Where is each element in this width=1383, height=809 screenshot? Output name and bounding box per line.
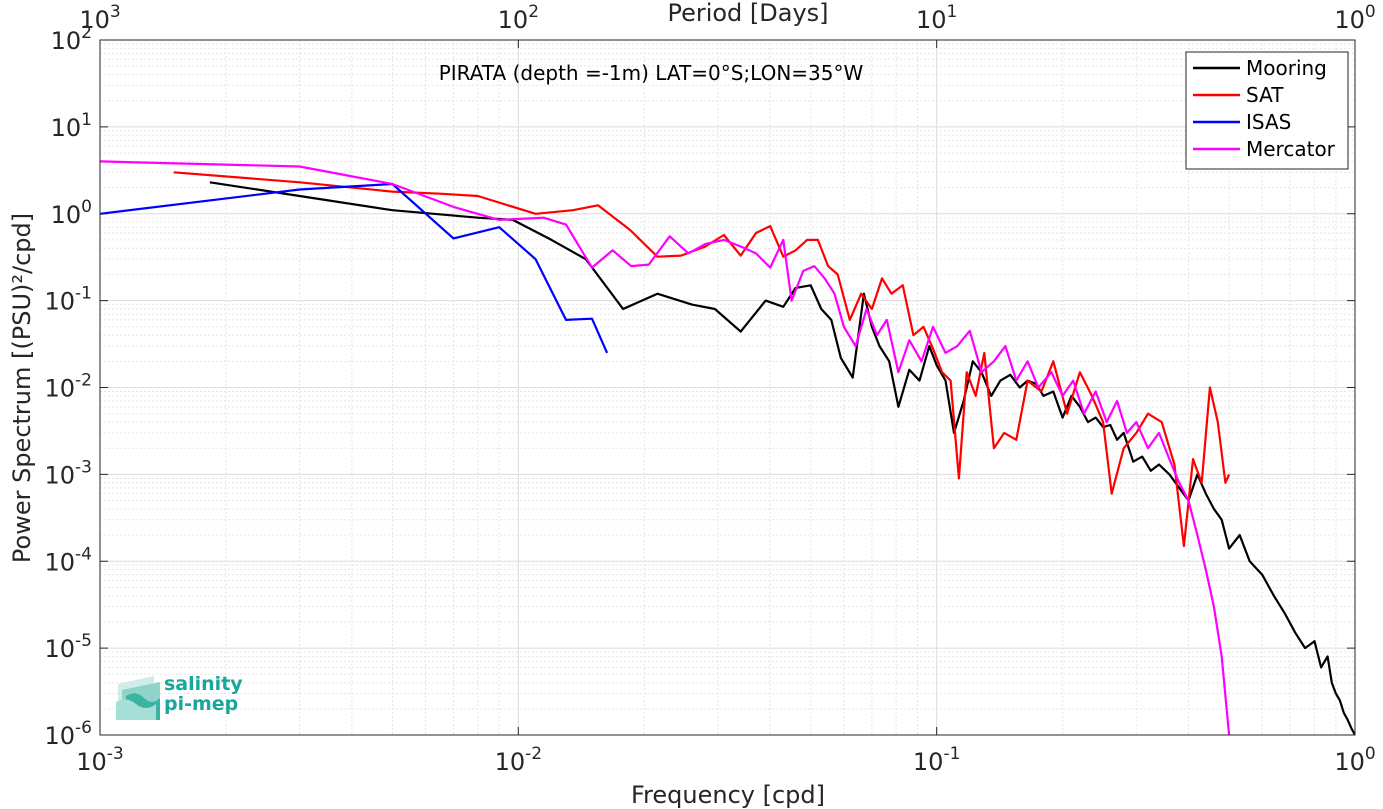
y-tick-label: 10-2	[45, 371, 93, 403]
y-tick-label: 102	[51, 23, 92, 55]
legend-label-isas: ISAS	[1246, 110, 1291, 134]
x2-tick-label-base: 10	[1334, 6, 1365, 34]
y-tick-label-exp: 0	[81, 197, 92, 217]
x2-tick-label-exp: 0	[1365, 2, 1376, 22]
legend: Mooring SAT ISAS Mercator	[1185, 51, 1349, 170]
legend-label-mooring: Mooring	[1246, 56, 1327, 80]
y-tick-label-exp: 2	[81, 23, 92, 43]
y-tick-label-base: 10	[45, 288, 76, 316]
legend-label-mercator: Mercator	[1246, 137, 1336, 161]
x-tick-label-exp: -2	[525, 744, 542, 764]
y-tick-label-exp: -5	[75, 631, 92, 651]
series-line-isas	[100, 182, 609, 354]
x2-tick-label: 102	[498, 2, 539, 34]
series-lines	[100, 160, 1355, 735]
x2-tick-label-base: 10	[916, 6, 947, 34]
x2-tick-label-exp: 3	[110, 2, 121, 22]
y-tick-label-exp: -4	[75, 544, 92, 564]
x-tick-label-base: 10	[495, 748, 526, 776]
x2-tick-label-exp: 1	[947, 2, 958, 22]
x2-tick-label-base: 10	[79, 6, 110, 34]
y-tick-label-base: 10	[51, 201, 82, 229]
x-tick-label: 10-1	[913, 744, 961, 776]
legend-label-sat: SAT	[1246, 83, 1284, 107]
series-line-sat	[173, 171, 1231, 548]
x2-axis-label: Period [Days]	[667, 0, 828, 27]
y-tick-label: 10-3	[45, 457, 93, 489]
y-tick-label-base: 10	[45, 375, 76, 403]
y-tick-label-base: 10	[45, 722, 76, 750]
grid	[99, 40, 1355, 736]
x-tick-label: 100	[1334, 744, 1375, 776]
x2-tick-label: 103	[79, 2, 120, 34]
y-tick-label-exp: 1	[81, 110, 92, 130]
x-tick-label-base: 10	[1334, 748, 1365, 776]
y-tick-label-exp: -1	[75, 284, 92, 304]
x-axis-label: Frequency [cpd]	[631, 781, 825, 809]
y-tick-label: 101	[51, 110, 92, 142]
y-tick-label: 100	[51, 197, 92, 229]
y-tick-label: 10-4	[45, 544, 93, 576]
x-tick-label: 10-3	[76, 744, 124, 776]
y-tick-label-exp: -3	[75, 457, 92, 477]
x-tick-label-exp: -3	[107, 744, 124, 764]
logo-line1: salinity	[164, 673, 243, 695]
y-tick-label-exp: -6	[75, 718, 92, 738]
x-tick-label-base: 10	[76, 748, 107, 776]
y-tick-label-base: 10	[51, 114, 82, 142]
salinity-pi-mep-logo: salinity pi-mep	[116, 672, 256, 722]
logo-waves-icon	[116, 676, 160, 720]
y-tick-label-base: 10	[51, 27, 82, 55]
logo-text: salinity pi-mep	[164, 674, 243, 714]
x-tick-label-base: 10	[913, 748, 944, 776]
x2-tick-label: 101	[916, 2, 957, 34]
logo-line2: pi-mep	[164, 693, 239, 715]
chart-title: PIRATA (depth =-1m) LAT=0°S;LON=35°W	[439, 61, 864, 85]
x-tick-label: 10-2	[495, 744, 543, 776]
y-tick-label-base: 10	[45, 635, 76, 663]
x-tick-label-exp: 0	[1365, 744, 1376, 764]
y-tick-label-base: 10	[45, 548, 76, 576]
x2-tick-label-base: 10	[498, 6, 529, 34]
x2-tick-label-exp: 2	[528, 2, 539, 22]
x-tick-label-exp: -1	[943, 744, 960, 764]
x2-tick-label: 100	[1334, 2, 1375, 34]
y-tick-label-exp: -2	[75, 371, 92, 391]
y-tick-label: 10-5	[45, 631, 93, 663]
y-axis-label: Power Spectrum [(PSU)²/cpd]	[8, 213, 36, 563]
tick-marks	[99, 39, 1356, 736]
y-tick-label: 10-1	[45, 284, 93, 316]
y-tick-label-base: 10	[45, 461, 76, 489]
series-line-mercator	[100, 160, 1231, 735]
y-tick-label: 10-6	[45, 718, 93, 750]
